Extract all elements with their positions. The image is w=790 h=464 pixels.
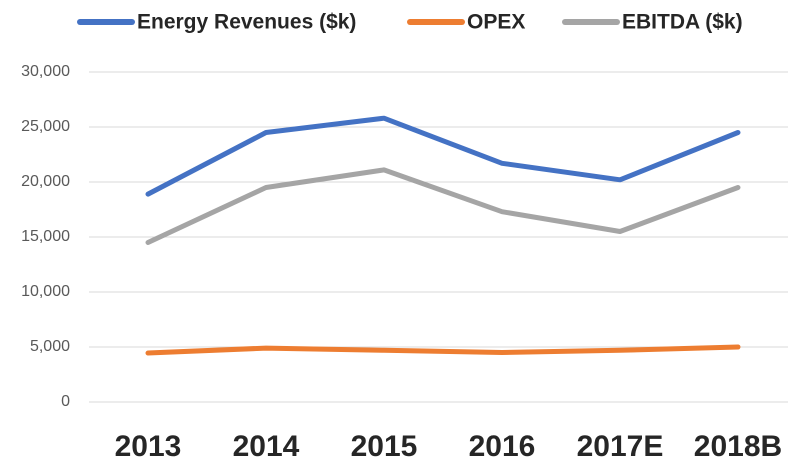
legend-label: EBITDA ($k) (622, 11, 743, 34)
x-tick-label: 2018B (694, 430, 782, 463)
y-tick-label: 25,000 (21, 118, 70, 135)
x-tick-label: 2013 (115, 430, 182, 463)
y-tick-label: 20,000 (21, 173, 70, 190)
x-tick-label: 2016 (469, 430, 536, 463)
y-tick-label: 10,000 (21, 283, 70, 300)
x-tick-label: 2015 (351, 430, 418, 463)
y-tick-label: 0 (61, 393, 70, 410)
x-tick-label: 2017E (577, 430, 664, 463)
legend-label: Energy Revenues ($k) (137, 11, 356, 34)
series-line (145, 115, 741, 197)
y-tick-label: 30,000 (21, 63, 70, 80)
y-tick-label: 15,000 (21, 228, 70, 245)
legend-label: OPEX (467, 11, 525, 34)
x-tick-label: 2014 (233, 430, 300, 463)
series-line (145, 167, 741, 245)
series-line (145, 344, 741, 356)
y-tick-label: 5,000 (30, 338, 70, 355)
